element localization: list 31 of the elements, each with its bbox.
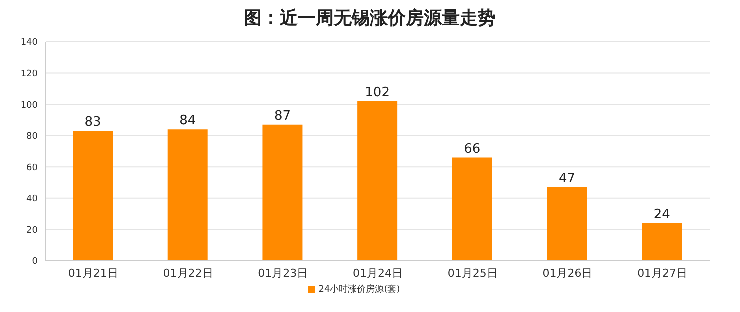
y-tick-label: 100 [20, 100, 38, 111]
y-tick-label: 40 [26, 194, 38, 205]
x-tick-label: 01月24日 [353, 266, 403, 280]
x-tick-label: 01月26日 [542, 266, 593, 280]
y-tick-label: 60 [26, 163, 38, 174]
data-label: 83 [84, 115, 102, 130]
y-tick-label: 120 [20, 69, 38, 80]
data-label: 47 [559, 171, 576, 186]
x-tick-label: 01月21日 [68, 266, 118, 280]
legend-label: 24小时涨价房源(套) [318, 285, 400, 295]
y-tick-label: 140 [20, 38, 38, 48]
data-label: 84 [180, 114, 196, 129]
data-label: 102 [365, 85, 390, 100]
bar [547, 187, 588, 261]
bar [262, 124, 303, 261]
data-label: 24 [654, 207, 670, 222]
bar [358, 101, 398, 261]
y-tick-label: 80 [26, 132, 38, 142]
data-label: 87 [274, 108, 291, 124]
y-tick-label: 20 [26, 226, 38, 236]
x-tick-label: 01月27日 [638, 266, 688, 280]
bar [452, 158, 492, 261]
data-label: 66 [464, 142, 481, 157]
y-tick-label: 0 [32, 257, 38, 268]
bar [642, 223, 682, 261]
bar [168, 130, 208, 261]
chart-title: 图：近一周无锡涨价房源量走势 [243, 8, 497, 31]
x-tick-label: 01月25日 [448, 266, 498, 280]
x-tick-label: 01月23日 [258, 266, 308, 280]
bar [73, 131, 113, 261]
x-tick-label: 01月22日 [163, 266, 214, 280]
